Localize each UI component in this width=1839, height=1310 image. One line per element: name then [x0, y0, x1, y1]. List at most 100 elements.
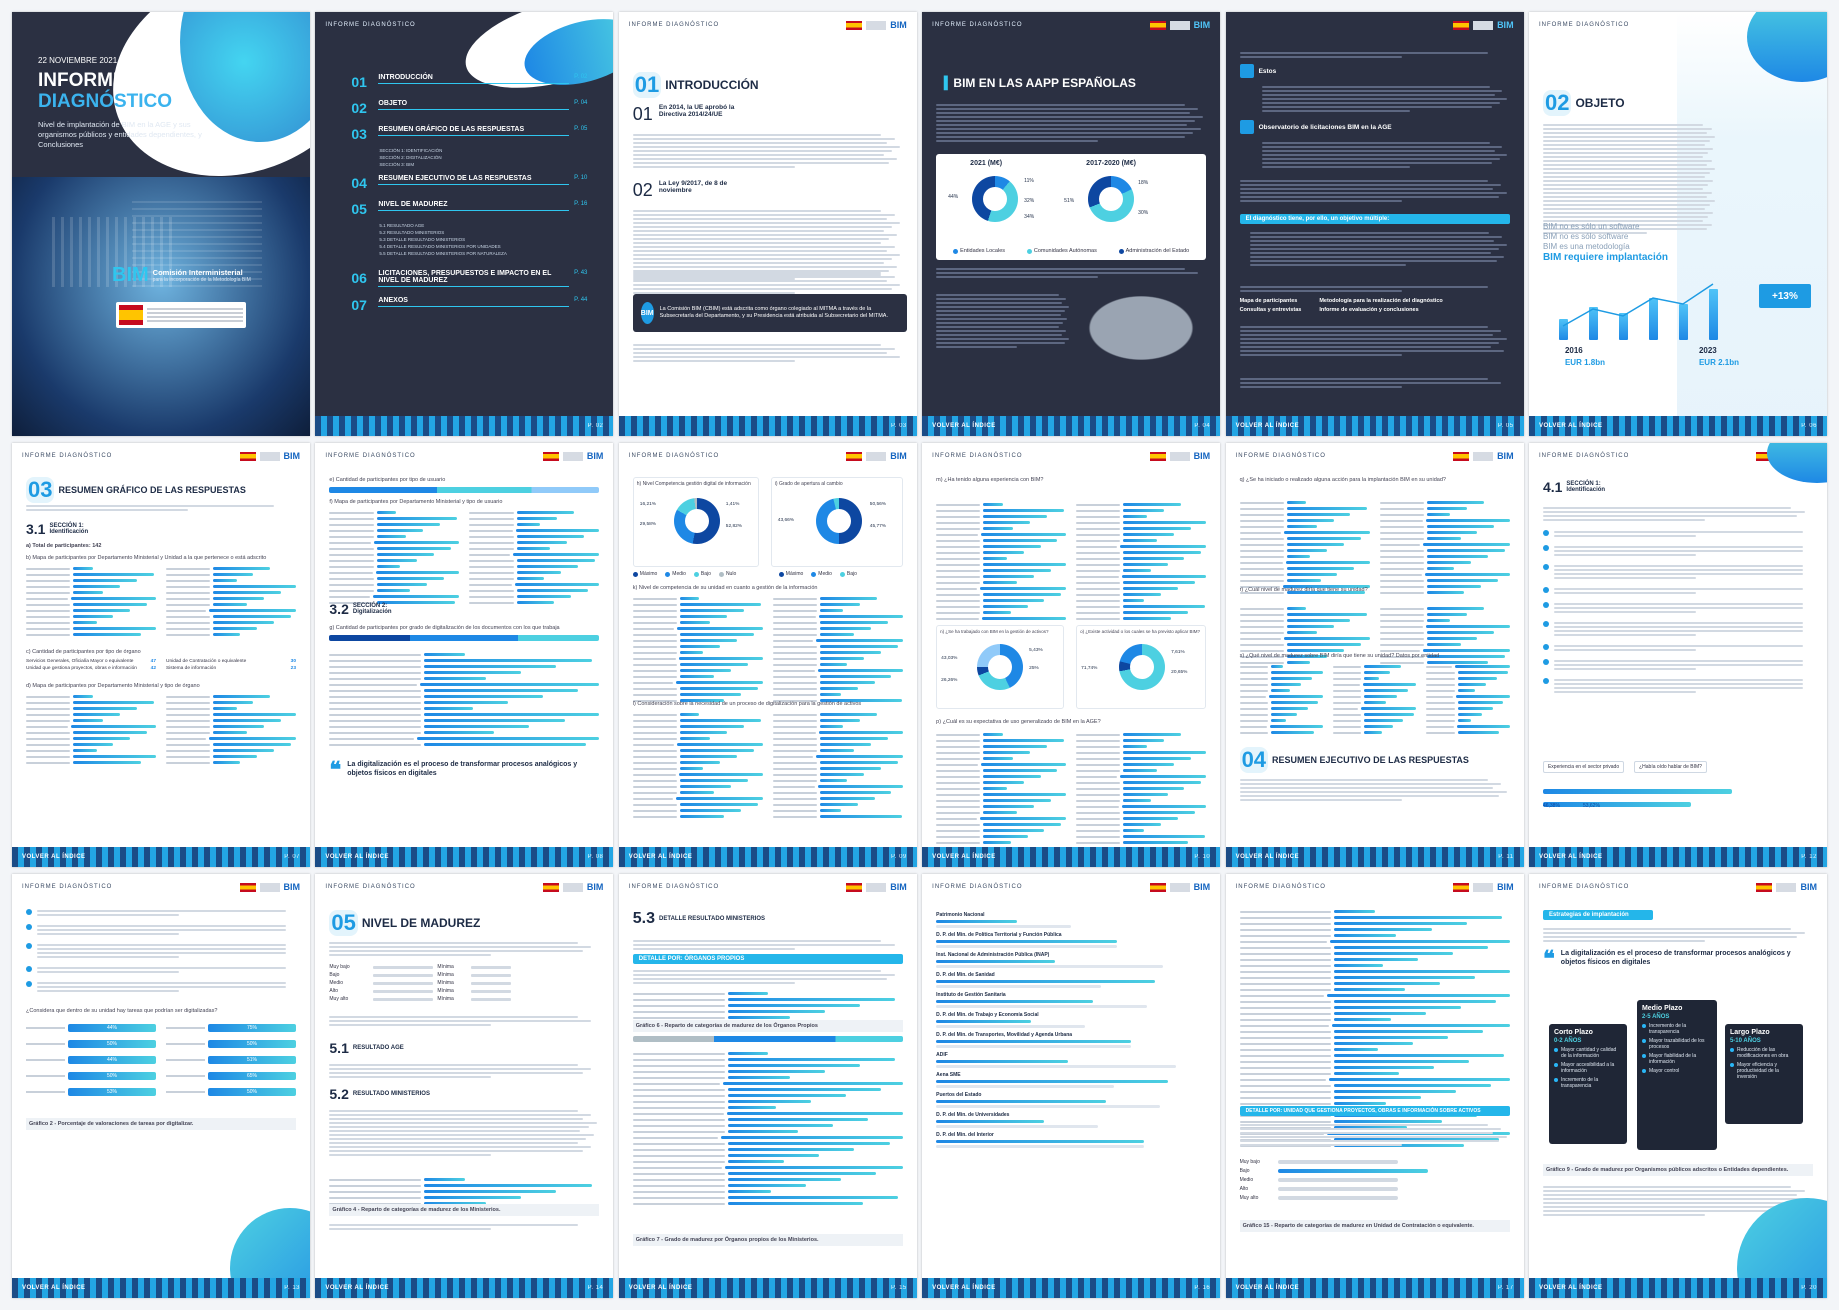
- bar-row: [1076, 762, 1206, 767]
- level-name: Alto: [1239, 1186, 1249, 1192]
- text-line: [632, 276, 895, 278]
- bar-row: [1332, 712, 1416, 717]
- bar-fill: [1123, 823, 1162, 826]
- toc-item[interactable]: 05 NIVEL DE MADUREZ P. 16: [351, 201, 587, 217]
- bar-row: [1239, 915, 1510, 920]
- back-to-index-link[interactable]: VOLVER AL ÍNDICE: [932, 423, 996, 429]
- text-line: [632, 250, 887, 252]
- bar-label: [1239, 982, 1332, 985]
- bar-fill: [1123, 593, 1162, 596]
- text-line: [936, 124, 1188, 126]
- back-to-index-link[interactable]: VOLVER AL ÍNDICE: [932, 1285, 996, 1291]
- back-to-index-link[interactable]: VOLVER AL ÍNDICE: [1538, 854, 1603, 860]
- bar-fill: [424, 659, 592, 662]
- year-end: 2023: [1698, 346, 1717, 355]
- bar-label: [772, 743, 817, 746]
- bar-fill: [1122, 751, 1207, 754]
- bar-row: [329, 522, 459, 527]
- bar-label: [1239, 1102, 1332, 1105]
- bar-row: [632, 632, 763, 637]
- bar-label: [632, 773, 677, 776]
- bar-row: [936, 738, 1066, 743]
- toc-item-number: 02: [351, 100, 367, 116]
- text-line: [1261, 146, 1503, 148]
- bar-row: [936, 586, 1067, 591]
- page-header: BIM: [1226, 12, 1524, 38]
- toc-subitem[interactable]: SECCIÓN 2: DIGITALIZACIÓN: [379, 155, 442, 160]
- bar-row: [632, 712, 763, 717]
- toc-item[interactable]: 02 OBJETO P. 04: [351, 100, 587, 116]
- text-line: [936, 112, 1190, 114]
- bar-label: [1076, 581, 1121, 584]
- bar-fill: [1286, 567, 1355, 570]
- back-to-index-link[interactable]: VOLVER AL ÍNDICE: [1538, 1285, 1603, 1291]
- bar-row: [26, 596, 156, 601]
- bar-label: [1239, 1066, 1332, 1069]
- back-to-index-link[interactable]: VOLVER AL ÍNDICE: [325, 1285, 389, 1291]
- bar-fill: [1123, 503, 1181, 506]
- organismo-label: Aena SME: [936, 1072, 961, 1078]
- toc-item-page: P. 05: [574, 126, 588, 132]
- back-to-index-link[interactable]: VOLVER AL ÍNDICE: [22, 1285, 86, 1291]
- bar-fill: [983, 733, 1003, 736]
- bar-fill: [819, 687, 858, 690]
- bar-row: [936, 786, 1066, 791]
- bar-row: [166, 706, 296, 711]
- bar-row: [166, 736, 296, 741]
- back-to-index-link[interactable]: VOLVER AL ÍNDICE: [1235, 423, 1300, 429]
- bar-row: [329, 730, 599, 735]
- bar-fill: [819, 797, 875, 800]
- bar-row: [1239, 945, 1510, 950]
- toc-subitem[interactable]: 5.4 DETALLE RESULTADO MINISTERIOS POR UN…: [379, 244, 501, 249]
- donut-2017-2020: [1088, 176, 1135, 222]
- flag-icon: [846, 451, 863, 461]
- bar-row: [166, 620, 296, 625]
- back-to-index-link[interactable]: VOLVER AL ÍNDICE: [1538, 423, 1603, 429]
- bar-row: [1239, 1119, 1510, 1124]
- ministerios-text-2: [329, 1222, 599, 1232]
- back-to-index-link[interactable]: VOLVER AL ÍNDICE: [1235, 854, 1300, 860]
- donut-value: 29,58%: [639, 522, 657, 527]
- toc-item[interactable]: 03 RESUMEN GRÁFICO DE LAS RESPUESTAS P. 05: [351, 126, 587, 142]
- toc-subitem[interactable]: SECCIÓN 1: IDENTIFICACIÓN: [379, 148, 443, 153]
- intro-callout: BIM La Comisión BIM (CBIM) está adscrita…: [632, 294, 907, 332]
- toc-subitem[interactable]: 5.2 RESULTADO MINISTERIOS: [379, 230, 445, 235]
- bar-fill: [1327, 994, 1510, 997]
- toc-item[interactable]: 06 LICITACIONES, PRESUPUESTOS E IMPACTO E…: [351, 270, 587, 287]
- donut-value: 18%: [1138, 180, 1149, 186]
- back-to-index-link[interactable]: VOLVER AL ÍNDICE: [22, 854, 86, 860]
- bar-row: [1379, 606, 1510, 611]
- bar-fill: [1334, 1000, 1497, 1003]
- legend-swatch-icon: [632, 571, 638, 577]
- graph-caption: Gráfico 4 - Reparto de categorías de mad…: [329, 1204, 600, 1216]
- bar-label: [329, 665, 422, 668]
- toc-subitem[interactable]: 5.3 DETALLE RESULTADO MINISTERIOS: [379, 237, 466, 242]
- text-line: [1542, 140, 1710, 142]
- toc-item[interactable]: 07 ANEXOS P. 44: [351, 297, 587, 313]
- bim-logo: BIM: [586, 451, 604, 461]
- toc-subitem[interactable]: 5.1 RESULTADO AGE: [379, 223, 425, 228]
- bar-fill: [819, 597, 878, 600]
- chart2-title: 2017-2020 (M€): [1086, 160, 1136, 167]
- back-to-index-link[interactable]: VOLVER AL ÍNDICE: [628, 1285, 693, 1291]
- bar-row: [1239, 618, 1370, 623]
- toc-subitem[interactable]: SECCIÓN 3: BIM: [379, 162, 415, 167]
- toc-item[interactable]: 04 RESUMEN EJECUTIVO DE LAS RESPUESTAS P. …: [351, 175, 587, 191]
- text-line: [1553, 691, 1697, 693]
- toc-item[interactable]: 01 INTRODUCCIÓN P. 02: [351, 74, 587, 90]
- bar-label: [166, 603, 211, 606]
- text-line: [1542, 1214, 1705, 1216]
- bar-label: [166, 719, 211, 722]
- bar-label: [1076, 805, 1119, 808]
- back-to-index-link[interactable]: VOLVER AL ÍNDICE: [932, 854, 996, 860]
- bar-fill: [1457, 689, 1476, 692]
- section-title: 01 INTRODUCCIÓN: [632, 72, 759, 98]
- back-to-index-link[interactable]: VOLVER AL ÍNDICE: [1235, 1285, 1300, 1291]
- bar-row: [469, 522, 599, 527]
- toc-subitem[interactable]: 5.5 DETALLE RESULTADO MINISTERIOS POR NA…: [379, 251, 507, 256]
- back-to-index-link[interactable]: VOLVER AL ÍNDICE: [325, 854, 389, 860]
- organismo-bar: [936, 1060, 1069, 1063]
- chart-m-title: m) ¿Ha tenido alguna experiencia con BIM…: [936, 477, 1044, 483]
- bar-fill: [213, 597, 264, 600]
- back-to-index-link[interactable]: VOLVER AL ÍNDICE: [628, 854, 693, 860]
